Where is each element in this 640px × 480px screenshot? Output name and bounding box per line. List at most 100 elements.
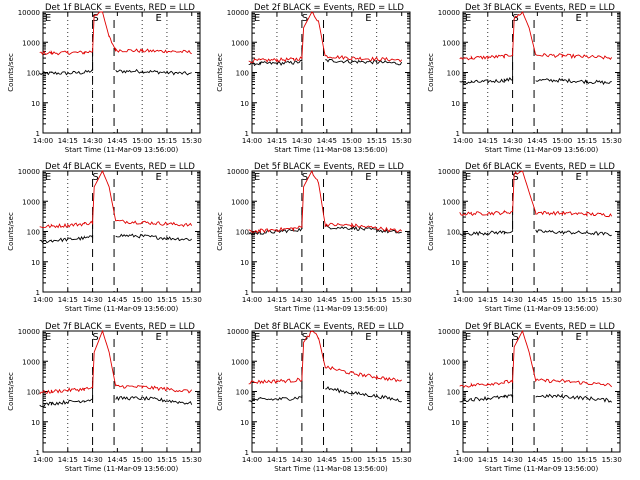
panel-title: Det 9f BLACK = Events, RED = LLD [465,322,615,332]
x-tick-label: 15:30 [182,137,202,145]
panel-title: Det 6f BLACK = Events, RED = LLD [465,162,615,172]
chart-panel-8: Det 8f BLACK = Events, RED = LLD 1 10 100 10… [216,322,412,473]
y-tick-label: 100 [27,229,40,237]
y-tick-label: 1000 [442,358,460,366]
y-tick-label: 100 [447,70,460,78]
interval-marker: E [45,332,51,343]
series-line-events [459,375,613,403]
x-tick-label: 14:15 [58,137,78,145]
y-tick-label: 10 [31,259,40,267]
y-tick-label: 100 [27,70,40,78]
x-tick-label: 14:45 [527,456,547,464]
x-tick-label: 14:30 [502,137,522,145]
x-tick-label: 14:00 [453,137,473,145]
x-axis-label: Start Time (11-Mar-08 13:56:00) [274,146,388,154]
panel-title: Det 4f BLACK = Events, RED = LLD [45,162,195,172]
y-tick-label: 1000 [231,198,249,206]
x-tick-label: 15:15 [577,137,597,145]
y-tick-label: 100 [447,389,460,397]
chart-panel-2: Det 2f BLACK = Events, RED = LLD 1 10 100 10… [216,3,412,154]
x-axis-label: Start Time (11-Mar-09 13:56:00) [274,305,388,313]
chart-panel-7: Det 7f BLACK = Events, RED = LLD 1 10 100 10… [7,322,202,473]
x-tick-label: 15:00 [552,137,572,145]
x-tick-label: 15:00 [342,456,362,464]
y-tick-label: 10000 [227,328,249,336]
x-axis-label: Start Time (11-Mar-09 13:56:00) [65,465,179,473]
interval-marker: E [254,332,260,343]
interval-marker: E [576,172,582,183]
y-tick-label: 10000 [18,168,40,176]
interval-marker: E [465,332,471,343]
x-tick-label: 15:30 [182,456,202,464]
x-axis-label: Start Time (11-Mar-08 13:56:00) [274,465,388,473]
x-tick-label: 15:30 [392,296,412,304]
x-tick-label: 14:00 [33,137,53,145]
chart-panel-5: Det 5f BLACK = Events, RED = LLD 1 10 100 10… [216,162,412,313]
y-tick-label: 1 [245,130,249,138]
x-tick-label: 14:45 [107,137,127,145]
y-tick-label: 10000 [227,9,249,17]
x-tick-label: 15:00 [552,296,572,304]
interval-marker: E [254,172,260,183]
x-tick-label: 14:00 [242,456,262,464]
series-line-lld [459,170,613,218]
plot-frame [251,330,411,453]
x-tick-label: 14:30 [82,456,102,464]
x-tick-label: 15:00 [552,456,572,464]
x-tick-label: 14:45 [527,296,547,304]
x-tick-label: 14:15 [58,296,78,304]
series-line-lld [248,330,402,385]
interval-marker: E [365,13,371,24]
x-tick-label: 14:15 [58,456,78,464]
x-tick-label: 14:15 [267,456,287,464]
x-tick-label: 14:45 [317,456,337,464]
interval-marker: S [92,332,98,343]
x-tick-label: 14:30 [292,456,312,464]
y-tick-label: 10 [451,419,460,427]
x-tick-label: 15:00 [132,296,152,304]
x-tick-label: 14:30 [502,296,522,304]
y-tick-label: 1000 [442,198,460,206]
panel-title: Det 1f BLACK = Events, RED = LLD [45,3,195,13]
y-tick-label: 1 [456,449,460,457]
x-tick-label: 15:15 [577,296,597,304]
y-tick-label: 100 [236,70,249,78]
chart-panel-3: Det 3f BLACK = Events, RED = LLD 1 10 100 10… [427,3,622,154]
x-tick-label: 15:00 [132,456,152,464]
interval-marker: E [465,13,471,24]
y-tick-label: 1 [36,289,40,297]
y-axis-label: Counts/sec [216,372,224,411]
x-tick-label: 15:30 [392,137,412,145]
series-line-events [248,375,402,403]
y-tick-label: 1000 [231,39,249,47]
series-line-events [39,213,193,244]
x-tick-label: 14:00 [453,296,473,304]
interval-marker: E [365,332,371,343]
x-tick-label: 14:15 [478,137,498,145]
y-tick-label: 1 [245,289,249,297]
series-line-lld [459,329,613,388]
y-tick-label: 10 [240,100,249,108]
x-tick-label: 15:15 [367,137,387,145]
interval-marker: S [512,332,518,343]
series-line-events [39,49,192,76]
x-tick-label: 14:15 [478,296,498,304]
x-tick-label: 15:30 [392,456,412,464]
y-tick-label: 10 [240,419,249,427]
x-tick-label: 15:30 [602,296,622,304]
y-tick-label: 10000 [438,168,460,176]
y-tick-label: 100 [447,229,460,237]
x-tick-label: 14:30 [82,296,102,304]
interval-marker: E [254,13,260,24]
interval-marker: E [156,13,162,24]
x-tick-label: 15:15 [157,137,177,145]
x-tick-label: 14:00 [33,296,53,304]
x-tick-label: 14:45 [107,296,127,304]
interval-marker: E [45,172,51,183]
plot-frame [251,170,411,293]
plot-frame [42,170,201,293]
interval-marker: E [576,332,582,343]
interval-marker: S [92,13,98,24]
x-tick-label: 14:45 [317,137,337,145]
